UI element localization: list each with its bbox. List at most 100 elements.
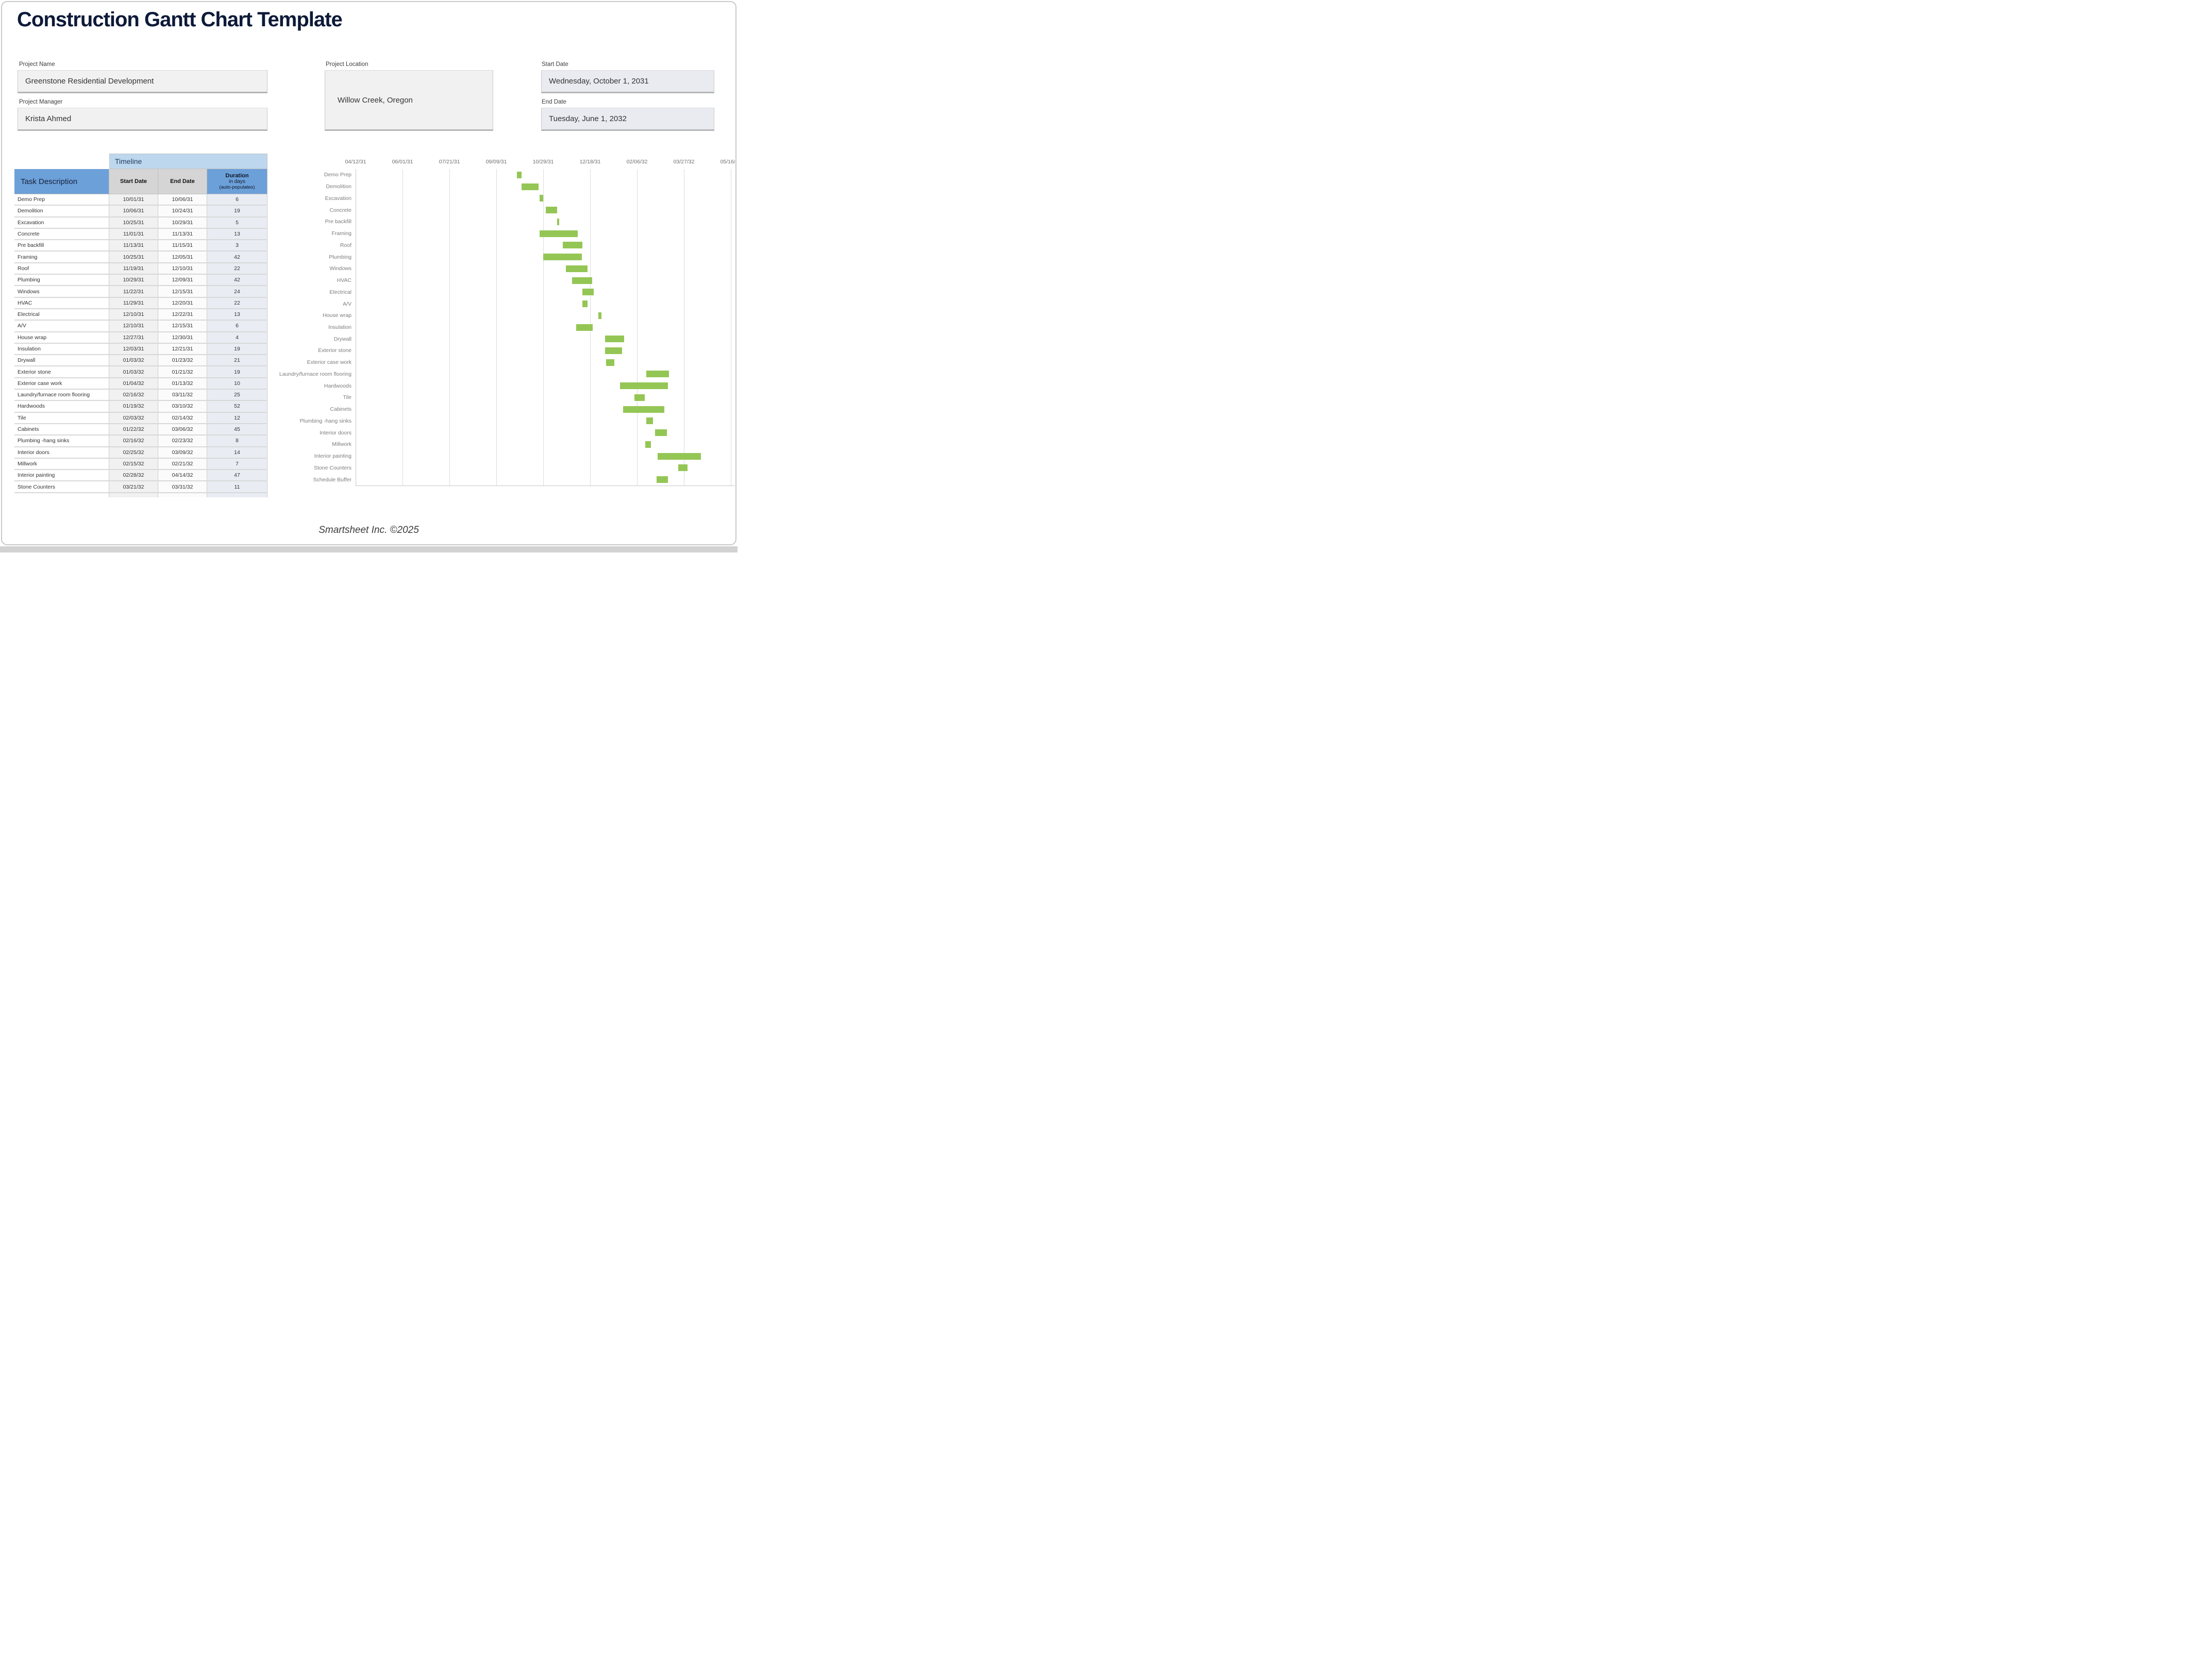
table-cell-dur[interactable]: 7 bbox=[207, 458, 267, 470]
table-cell-dur[interactable]: 25 bbox=[207, 390, 267, 400]
table-cell-dur[interactable]: 5 bbox=[207, 217, 267, 228]
table-cell-dur[interactable]: 19 bbox=[207, 343, 267, 355]
table-cell-end[interactable]: 11/13/31 bbox=[158, 228, 207, 240]
table-cell-task[interactable]: Exterior case work bbox=[14, 378, 109, 389]
table-cell-task[interactable]: HVAC bbox=[14, 297, 109, 308]
table-cell-task[interactable]: Plumbing -hang sinks bbox=[14, 436, 109, 446]
table-cell-dur[interactable]: 3 bbox=[207, 240, 267, 251]
table-cell-start[interactable]: 10/29/31 bbox=[109, 275, 158, 286]
table-cell-start[interactable]: 01/03/32 bbox=[109, 355, 158, 366]
project-location-field[interactable]: Willow Creek, Oregon bbox=[325, 70, 493, 131]
table-cell-start[interactable]: 12/10/31 bbox=[109, 321, 158, 331]
table-cell-task[interactable]: Excavation bbox=[14, 217, 109, 228]
table-cell-task[interactable]: Demo Prep bbox=[14, 194, 109, 205]
table-cell-start[interactable]: 02/03/32 bbox=[109, 412, 158, 423]
table-cell-start[interactable]: 12/03/31 bbox=[109, 343, 158, 355]
table-cell-task[interactable]: Interior doors bbox=[14, 447, 109, 458]
table-cell-task[interactable]: Exterior stone bbox=[14, 366, 109, 377]
table-cell-dur[interactable]: 21 bbox=[207, 355, 267, 366]
table-cell-start[interactable]: 01/22/32 bbox=[109, 424, 158, 435]
table-cell-task[interactable]: Concrete bbox=[14, 228, 109, 240]
table-cell-task[interactable]: Cabinets bbox=[14, 424, 109, 435]
table-cell-task[interactable]: Insulation bbox=[14, 343, 109, 355]
table-cell-dur[interactable]: 19 bbox=[207, 206, 267, 216]
table-cell-end[interactable]: 03/11/32 bbox=[158, 390, 207, 400]
table-cell-task[interactable]: Windows bbox=[14, 286, 109, 297]
table-cell-end[interactable]: 12/22/31 bbox=[158, 309, 207, 320]
table-cell-dur[interactable]: 12 bbox=[207, 412, 267, 423]
table-cell-start[interactable]: 02/25/32 bbox=[109, 447, 158, 458]
table-cell-end[interactable]: 10/24/31 bbox=[158, 206, 207, 216]
table-cell-task[interactable]: Interior painting bbox=[14, 470, 109, 481]
table-cell-task[interactable]: Framing bbox=[14, 252, 109, 262]
start-date-field[interactable]: Wednesday, October 1, 2031 bbox=[541, 70, 714, 93]
table-cell-end[interactable]: 02/21/32 bbox=[158, 458, 207, 470]
table-cell-end[interactable]: 03/31/32 bbox=[158, 481, 207, 492]
table-cell-end[interactable]: 12/15/31 bbox=[158, 286, 207, 297]
table-cell-dur[interactable]: 24 bbox=[207, 286, 267, 297]
table-cell-end[interactable]: 12/05/31 bbox=[158, 252, 207, 262]
table-cell-start[interactable]: 10/25/31 bbox=[109, 217, 158, 228]
project-name-field[interactable]: Greenstone Residential Development bbox=[18, 70, 267, 93]
table-cell-start[interactable]: 01/03/32 bbox=[109, 366, 158, 377]
table-cell-start[interactable]: 01/04/32 bbox=[109, 378, 158, 389]
table-cell-dur[interactable]: 10 bbox=[207, 378, 267, 389]
table-cell-dur[interactable]: 6 bbox=[207, 321, 267, 331]
table-cell-dur[interactable]: 22 bbox=[207, 297, 267, 308]
table-cell-end[interactable]: 12/20/31 bbox=[158, 297, 207, 308]
table-cell-end[interactable]: 11/15/31 bbox=[158, 240, 207, 251]
table-cell-end[interactable]: 12/10/31 bbox=[158, 263, 207, 274]
table-cell-dur[interactable]: 47 bbox=[207, 470, 267, 481]
table-cell-dur[interactable]: 22 bbox=[207, 263, 267, 274]
table-cell-dur[interactable]: 14 bbox=[207, 447, 267, 458]
table-cell-start[interactable]: 02/16/32 bbox=[109, 436, 158, 446]
table-cell-dur[interactable]: 6 bbox=[207, 194, 267, 205]
table-cell-start[interactable]: 12/10/31 bbox=[109, 309, 158, 320]
table-cell-start[interactable]: 11/19/31 bbox=[109, 263, 158, 274]
table-cell-end[interactable]: 03/06/32 bbox=[158, 424, 207, 435]
table-cell-start[interactable]: 12/27/31 bbox=[109, 332, 158, 343]
table-cell-end[interactable]: 12/30/31 bbox=[158, 332, 207, 343]
table-cell-end[interactable]: 04/14/32 bbox=[158, 470, 207, 481]
table-cell-task[interactable]: Tile bbox=[14, 412, 109, 423]
table-cell-end[interactable]: 01/23/32 bbox=[158, 355, 207, 366]
table-cell-dur[interactable]: 11 bbox=[207, 481, 267, 492]
table-cell-task[interactable]: Laundry/furnace room flooring bbox=[14, 390, 109, 400]
table-cell-dur[interactable]: 8 bbox=[207, 436, 267, 446]
table-cell-end[interactable]: 12/15/31 bbox=[158, 321, 207, 331]
table-cell-end[interactable]: 12/21/31 bbox=[158, 343, 207, 355]
table-cell-task[interactable]: Roof bbox=[14, 263, 109, 274]
table-cell-dur[interactable]: 42 bbox=[207, 252, 267, 262]
table-cell-task[interactable]: Drywall bbox=[14, 355, 109, 366]
table-cell-dur[interactable]: 52 bbox=[207, 401, 267, 412]
table-cell-end[interactable]: 10/06/31 bbox=[158, 194, 207, 205]
table-cell-start[interactable]: 10/01/31 bbox=[109, 194, 158, 205]
table-cell-start[interactable]: 11/13/31 bbox=[109, 240, 158, 251]
table-cell-end[interactable]: 12/09/31 bbox=[158, 275, 207, 286]
table-cell-task[interactable]: Millwork bbox=[14, 458, 109, 470]
table-cell-task[interactable]: House wrap bbox=[14, 332, 109, 343]
table-cell-start[interactable]: 02/15/32 bbox=[109, 458, 158, 470]
table-cell-start[interactable]: 11/29/31 bbox=[109, 297, 158, 308]
table-cell-task[interactable]: A/V bbox=[14, 321, 109, 331]
table-cell-start[interactable]: 10/25/31 bbox=[109, 252, 158, 262]
table-cell-dur[interactable]: 45 bbox=[207, 424, 267, 435]
table-cell-start[interactable]: 01/19/32 bbox=[109, 401, 158, 412]
table-cell-start[interactable]: 03/21/32 bbox=[109, 481, 158, 492]
table-cell-dur[interactable]: 13 bbox=[207, 309, 267, 320]
table-cell-end[interactable]: 03/10/32 bbox=[158, 401, 207, 412]
table-cell-end[interactable]: 02/14/32 bbox=[158, 412, 207, 423]
table-cell-task[interactable]: Plumbing bbox=[14, 275, 109, 286]
table-cell-start[interactable]: 02/28/32 bbox=[109, 470, 158, 481]
table-cell-task[interactable]: Hardwoods bbox=[14, 401, 109, 412]
table-cell-dur[interactable]: 13 bbox=[207, 228, 267, 240]
table-cell-end[interactable]: 02/23/32 bbox=[158, 436, 207, 446]
table-cell-end[interactable]: 03/09/32 bbox=[158, 447, 207, 458]
table-cell-dur[interactable]: 4 bbox=[207, 332, 267, 343]
table-cell-task[interactable]: Electrical bbox=[14, 309, 109, 320]
table-cell-task[interactable]: Demolition bbox=[14, 206, 109, 216]
table-cell-start[interactable]: 02/16/32 bbox=[109, 390, 158, 400]
table-cell-start[interactable]: 11/01/31 bbox=[109, 228, 158, 240]
project-manager-field[interactable]: Krista Ahmed bbox=[18, 108, 267, 131]
table-cell-task[interactable]: Stone Counters bbox=[14, 481, 109, 492]
